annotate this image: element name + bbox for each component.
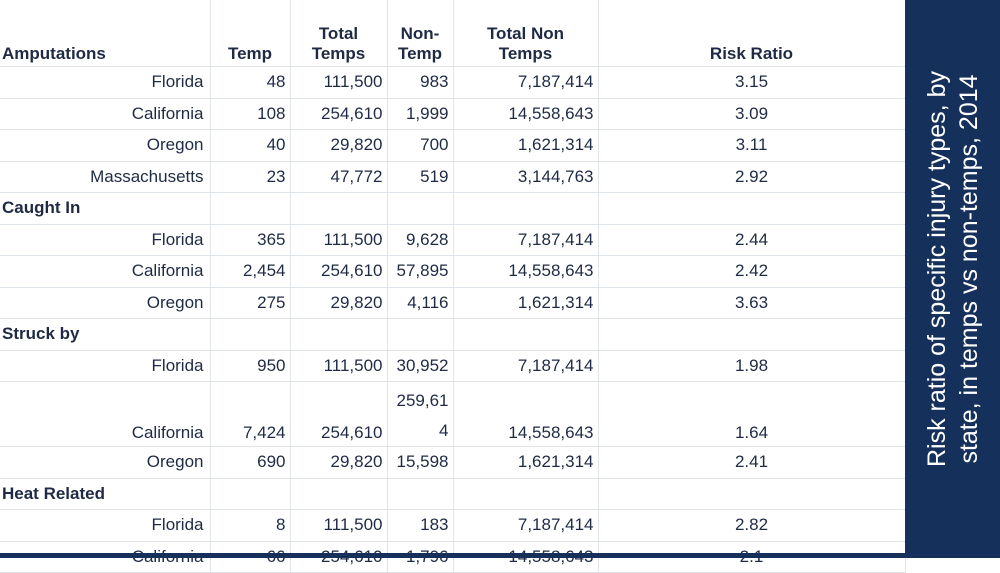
temp-cell: 48 [210,66,291,99]
total-temps-cell: 254,610 [290,381,388,447]
total-temps-cell: 47,772 [290,161,388,193]
state-cell: Oregon [0,287,211,319]
total-non-temps-cell: 7,187,414 [453,350,599,382]
table-row: Florida 8 111,500 183 7,187,414 2.82 [0,509,906,542]
header-non-temp: Non- Temp [387,0,454,67]
table-body: Florida 48 111,500 983 7,187,414 3.15 Ca… [0,66,906,573]
total-temps-cell: 254,610 [290,98,388,130]
risk-ratio-cell: 3.09 [598,98,906,130]
total-non-temps-cell: 7,187,414 [453,224,599,256]
side-title-line-2: state, in temps vs non-temps, 2014 [954,73,983,464]
risk-ratio-cell: 2.42 [598,255,906,288]
risk-ratio-cell: 2.41 [598,446,906,479]
temp-cell: 23 [210,161,291,193]
header-risk-ratio: Risk Ratio [598,0,906,67]
non-temp-cell: 983 [387,66,454,99]
state-cell: Oregon [0,446,211,479]
header-total-non-temps: Total Non Temps [453,0,599,67]
state-cell: Massachusetts [0,161,211,193]
table-row: California 108 254,610 1,999 14,558,643 … [0,98,906,130]
group-label: Caught In [0,192,211,225]
total-temps-cell: 111,500 [290,66,388,99]
table-row: Oregon 275 29,820 4,116 1,621,314 3.63 [0,287,906,319]
table-row: California 2,454 254,610 57,895 14,558,6… [0,255,906,288]
total-temps-cell: 111,500 [290,224,388,256]
temp-cell: 7,424 [210,381,291,447]
temp-cell: 950 [210,350,291,382]
state-cell: California [0,381,211,447]
total-non-temps-cell: 1,621,314 [453,287,599,319]
risk-ratio-cell: 1.64 [598,381,906,447]
temp-cell: 8 [210,509,291,542]
risk-ratio-cell: 2.44 [598,224,906,256]
risk-ratio-cell: 3.63 [598,287,906,319]
group-header-row: Struck by [0,318,906,351]
group-label: Heat Related [0,478,211,510]
state-cell: Florida [0,350,211,382]
total-temps-cell: 254,610 [290,255,388,288]
state-cell: Oregon [0,129,211,162]
non-temp-cell: 1,999 [387,98,454,130]
total-non-temps-cell: 1,621,314 [453,129,599,162]
injury-risk-table: Amputations Temp Total Temps Non- Temp Tot… [0,0,906,573]
group-label: Struck by [0,318,211,351]
total-non-temps-cell: 3,144,763 [453,161,599,193]
table-row: California 7,424 254,610 259,614 14,558,… [0,381,906,447]
non-temp-cell: 4,116 [387,287,454,319]
non-temp-cell: 519 [387,161,454,193]
risk-ratio-cell: 1.98 [598,350,906,382]
total-non-temps-cell: 14,558,643 [453,255,599,288]
non-temp-cell: 15,598 [387,446,454,479]
total-non-temps-cell: 1,621,314 [453,446,599,479]
total-temps-cell: 111,500 [290,350,388,382]
table-row: Oregon 40 29,820 700 1,621,314 3.11 [0,129,906,162]
non-temp-cell: 183 [387,509,454,542]
temp-cell: 275 [210,287,291,319]
table-row: Florida 950 111,500 30,952 7,187,414 1.9… [0,350,906,382]
non-temp-cell: 700 [387,129,454,162]
total-non-temps-cell: 7,187,414 [453,509,599,542]
side-title: Risk ratio of specific injury types, by … [921,0,985,539]
bottom-accent-bar [0,553,1000,558]
table-row: Florida 365 111,500 9,628 7,187,414 2.44 [0,224,906,256]
risk-ratio-cell: 2.82 [598,509,906,542]
total-non-temps-cell: 14,558,643 [453,381,599,447]
group-header-row: Caught In [0,192,906,225]
table-row: Oregon 690 29,820 15,598 1,621,314 2.41 [0,446,906,479]
table-row: Massachusetts 23 47,772 519 3,144,763 2.… [0,161,906,193]
side-title-panel: Risk ratio of specific injury types, by … [905,0,1000,553]
state-cell: Florida [0,509,211,542]
risk-ratio-cell: 3.15 [598,66,906,99]
temp-cell: 40 [210,129,291,162]
risk-ratio-cell: 3.11 [598,129,906,162]
temp-cell: 2,454 [210,255,291,288]
injury-table-container: Amputations Temp Total Temps Non- Temp Tot… [0,0,906,573]
non-temp-cell: 30,952 [387,350,454,382]
non-temp-cell: 259,614 [387,381,454,447]
header-category: Amputations [0,0,211,67]
total-non-temps-cell: 14,558,643 [453,98,599,130]
temp-cell: 365 [210,224,291,256]
state-cell: Florida [0,66,211,99]
state-cell: Florida [0,224,211,256]
table-row: Florida 48 111,500 983 7,187,414 3.15 [0,66,906,99]
non-temp-cell: 57,895 [387,255,454,288]
total-temps-cell: 111,500 [290,509,388,542]
group-header-row: Heat Related [0,478,906,510]
total-temps-cell: 29,820 [290,446,388,479]
risk-ratio-cell: 2.92 [598,161,906,193]
side-title-line-1: Risk ratio of specific injury types, by [922,70,951,467]
header-temp: Temp [210,0,291,67]
total-temps-cell: 29,820 [290,129,388,162]
temp-cell: 108 [210,98,291,130]
state-cell: California [0,255,211,288]
state-cell: California [0,98,211,130]
total-temps-cell: 29,820 [290,287,388,319]
total-non-temps-cell: 7,187,414 [453,66,599,99]
table-header-row: Amputations Temp Total Temps Non- Temp Tot… [0,0,906,67]
non-temp-cell: 9,628 [387,224,454,256]
temp-cell: 690 [210,446,291,479]
header-total-temps: Total Temps [290,0,388,67]
